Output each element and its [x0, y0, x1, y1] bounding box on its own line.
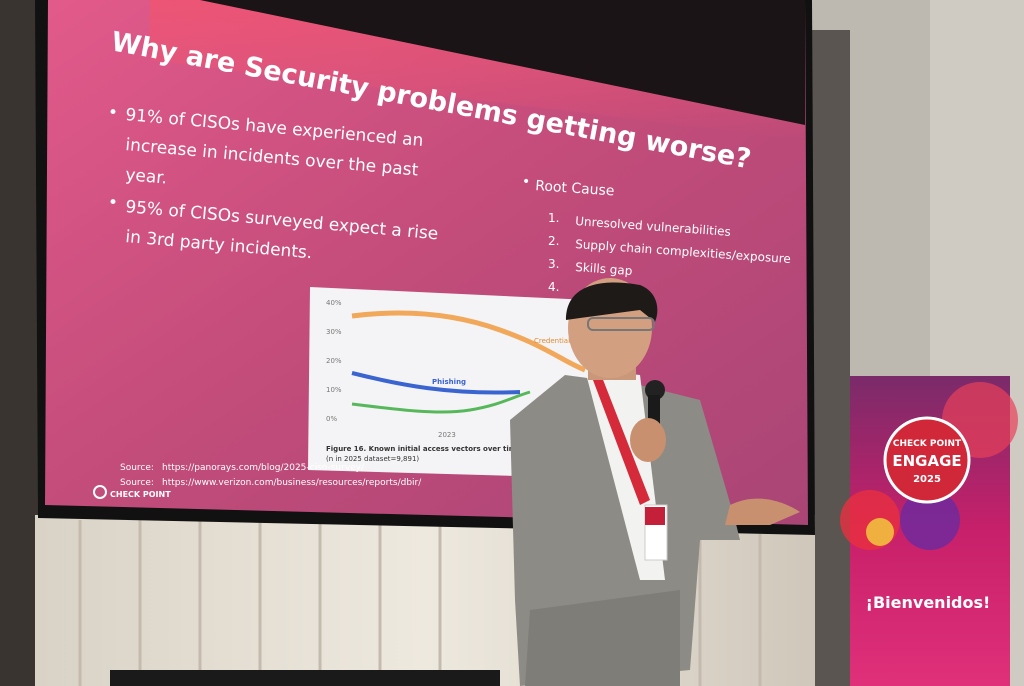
- item-number: 3.: [548, 257, 559, 271]
- figure-line: [351, 371, 521, 395]
- item-number: 2.: [548, 234, 559, 248]
- screen-shadow: [200, 0, 805, 125]
- figure-caption: (n in 2025 dataset=9,891): [326, 455, 419, 463]
- figure-tick: 0%: [326, 415, 337, 423]
- source-url: https://www.verizon.com/business/resourc…: [162, 478, 422, 488]
- bullet-dot: •: [522, 174, 530, 190]
- banner-decor: [866, 518, 894, 546]
- figure-series-label: Credential: [534, 337, 570, 345]
- figure-line: [351, 310, 586, 373]
- figure-series-label: Phishing: [432, 378, 466, 386]
- figure-caption: Figure 16. Known initial access vectors …: [326, 445, 531, 453]
- banner-year: 2025: [913, 474, 941, 485]
- bullet-line: year.: [125, 165, 168, 189]
- figure-tick: 10%: [326, 386, 342, 394]
- slide-logo: CHECK POINT: [110, 490, 171, 499]
- banner-greeting: ¡Bienvenidos!: [866, 593, 991, 612]
- banner-event: ENGAGE: [892, 452, 961, 470]
- figure-line: [351, 390, 531, 414]
- figure-tick: 40%: [326, 299, 342, 307]
- item-number: 1.: [548, 211, 559, 225]
- source-label: Source:: [120, 463, 154, 473]
- item-number: 4.: [548, 280, 559, 294]
- figure-tick: 30%: [326, 328, 342, 336]
- speaker: [510, 278, 800, 686]
- curtain-folds: [78, 520, 762, 686]
- banner-decor: [900, 490, 960, 550]
- figure-x-label: 2023: [438, 431, 456, 439]
- logo-icon: [93, 485, 107, 499]
- figure-tick: 20%: [326, 357, 342, 365]
- source-label: Source:: [120, 478, 154, 488]
- bullet-dot: •: [108, 103, 118, 123]
- source-url: https://panorays.com/blog/2025-ciso-surv…: [162, 463, 365, 473]
- banner-brand: CHECK POINT: [893, 439, 962, 449]
- banner-badge: [883, 416, 971, 504]
- bullet-dot: •: [108, 193, 118, 213]
- root-cause-heading: Root Cause: [535, 178, 615, 199]
- item-text: Skills gap: [575, 260, 633, 278]
- table: [110, 670, 500, 686]
